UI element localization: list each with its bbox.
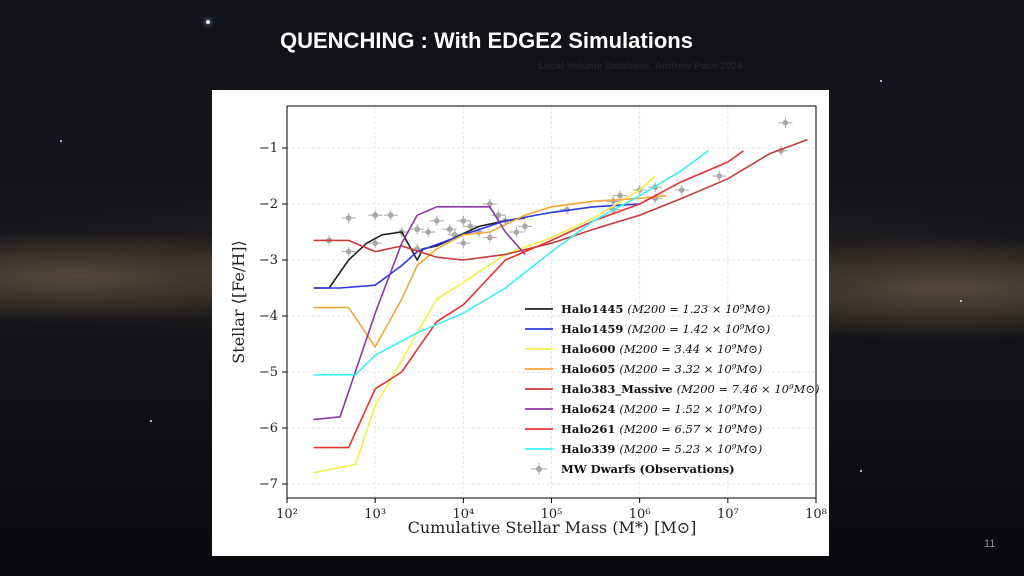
- legend: Halo1445 (M200 = 1.23 × 10⁹M⊙) Halo1459 (…: [525, 302, 819, 476]
- legend-label: Halo339 (M200 = 5.23 × 10⁹M⊙): [561, 442, 762, 456]
- observation-point: [345, 215, 352, 221]
- observation-point: [433, 218, 440, 224]
- y-tick-label: −4: [259, 309, 278, 324]
- series-line-halo605: [313, 194, 667, 348]
- series-line-halo624: [313, 206, 526, 421]
- x-tick-label: 10⁴: [452, 507, 474, 522]
- observation-point: [460, 218, 467, 224]
- observation-point: [678, 187, 685, 193]
- observation-point: [372, 212, 378, 218]
- background-star: [520, 34, 522, 36]
- observation-point: [460, 240, 467, 246]
- background-star: [860, 470, 862, 472]
- background-star: [206, 20, 210, 24]
- x-tick-label: 10⁶: [629, 507, 651, 522]
- slide-title: QUENCHING : With EDGE2 Simulations: [280, 28, 693, 53]
- background-star: [150, 420, 152, 422]
- legend-obs-marker: [536, 466, 542, 472]
- chart-svg: 10² 10³ 10⁴ 10⁵ 10⁶ 10⁷ 10⁸ −1 −2 −3 −4 −5 −6 −7 Cumu…: [229, 105, 827, 537]
- observation-point: [716, 173, 723, 179]
- y-axis-label: Stellar ⟨[Fe/H]⟩: [229, 240, 248, 363]
- series-lines: [313, 138, 808, 474]
- y-tick-label: −7: [259, 477, 278, 492]
- chart-panel: 10² 10³ 10⁴ 10⁵ 10⁶ 10⁷ 10⁸ −1 −2 −3 −4 −5 −6 −7 Cumu…: [212, 90, 829, 556]
- observation-point: [387, 212, 394, 218]
- legend-label: Halo605 (M200 = 3.32 × 10⁹M⊙): [561, 362, 762, 376]
- observation-point: [446, 226, 453, 232]
- series-line-halo1459: [313, 203, 640, 289]
- legend-label: Halo383_Massive (M200 = 7.46 × 10⁹M⊙): [561, 382, 819, 397]
- observation-point: [414, 226, 421, 232]
- observation-point: [487, 234, 493, 241]
- x-tick-label: 10⁸: [805, 507, 827, 522]
- legend-label: Halo1445 (M200 = 1.23 × 10⁹M⊙): [561, 302, 770, 316]
- legend-label: Halo624 (M200 = 1.52 × 10⁹M⊙): [561, 402, 762, 416]
- x-tick-label: 10²: [276, 507, 298, 522]
- y-tick-label: −2: [259, 197, 278, 212]
- y-tick-label: −3: [259, 253, 278, 268]
- observation-point: [522, 223, 528, 230]
- legend-label: MW Dwarfs (Observations): [561, 462, 735, 476]
- x-axis-label: Cumulative Stellar Mass (M*) [M⊙]: [408, 518, 697, 537]
- observation-point: [345, 248, 352, 255]
- slide-subtitle: Local Volume Database, Andrew Pace 2024: [538, 61, 743, 72]
- series-line-halo339: [313, 150, 709, 376]
- observation-point: [513, 229, 520, 235]
- series-line-halo261: [313, 150, 744, 449]
- background-star: [880, 80, 882, 82]
- series-line-halo600: [313, 175, 656, 474]
- observation-point: [487, 201, 493, 207]
- observation-point: [467, 223, 474, 230]
- axis-ticks: 10² 10³ 10⁴ 10⁵ 10⁶ 10⁷ 10⁸ −1 −2 −3 −4 −5 −6 −7: [259, 141, 827, 522]
- x-tick-label: 10⁷: [717, 507, 739, 522]
- page-number: 11: [984, 538, 996, 550]
- observation-point: [372, 240, 378, 246]
- y-tick-label: −5: [259, 365, 278, 380]
- observation-point: [617, 192, 623, 199]
- x-tick-label: 10³: [364, 507, 386, 522]
- series-line-halo383-massive: [313, 138, 808, 261]
- observation-point: [425, 229, 432, 235]
- observation-point: [782, 120, 789, 126]
- series-line-halo1445: [313, 217, 526, 289]
- y-tick-label: −6: [259, 421, 278, 436]
- background-star: [960, 300, 962, 302]
- x-tick-label: 10⁵: [541, 507, 563, 522]
- y-tick-label: −1: [259, 141, 278, 156]
- observation-point: [495, 212, 502, 218]
- legend-label: Halo261 (M200 = 6.57 × 10⁹M⊙): [561, 422, 762, 436]
- background-star: [60, 140, 62, 142]
- legend-label: Halo1459 (M200 = 1.42 × 10⁹M⊙): [561, 322, 770, 336]
- legend-label: Halo600 (M200 = 3.44 × 10⁹M⊙): [561, 342, 762, 356]
